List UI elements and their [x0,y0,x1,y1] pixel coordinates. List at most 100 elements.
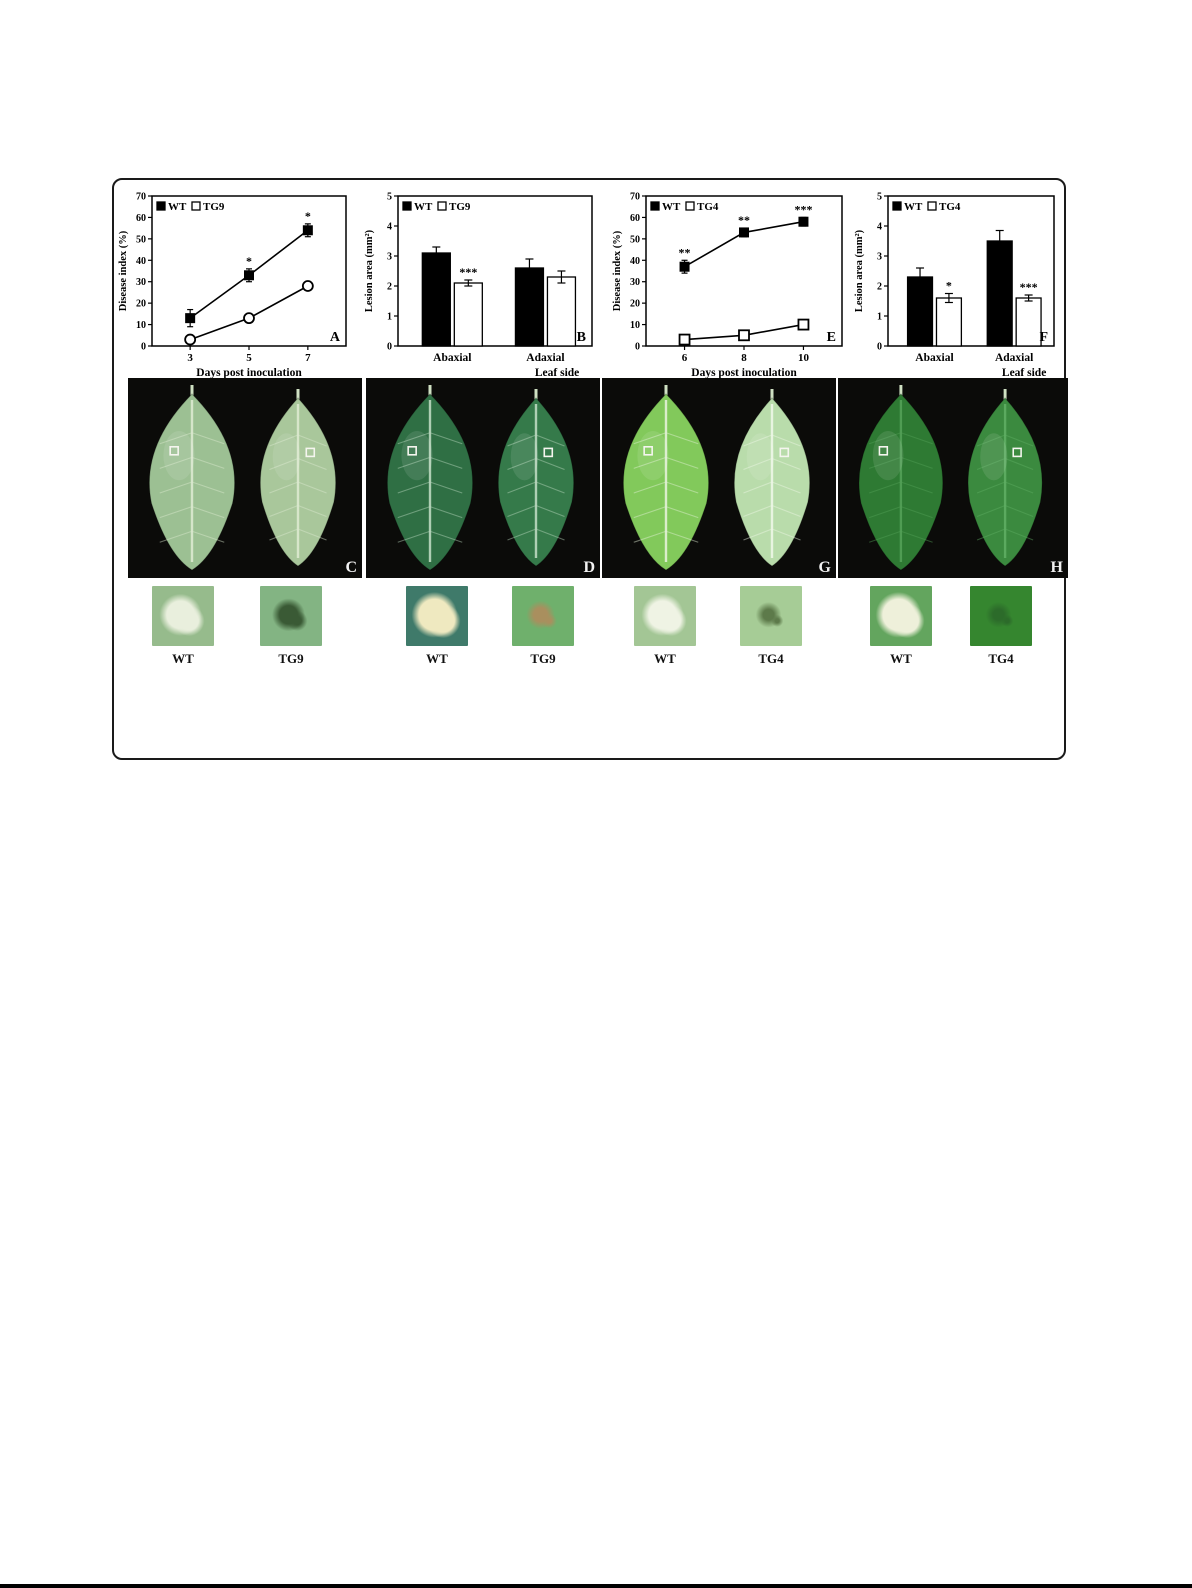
svg-text:2: 2 [387,282,392,293]
svg-text:*: * [946,279,952,293]
svg-text:30: 30 [136,277,146,288]
svg-text:*: * [305,209,311,223]
svg-text:70: 70 [136,192,146,203]
svg-text:WT: WT [662,201,681,213]
svg-text:Leaf side: Leaf side [535,367,579,379]
lesion-closeup-image [152,586,214,646]
svg-text:3: 3 [187,352,193,364]
svg-text:A: A [330,330,341,345]
chart-panel-a-disease-index-tg9: 0 10 20 30 40 50 60 70 Disease index (%) 3 5 7 Days … [116,188,354,380]
leaf-photo-image [386,385,575,571]
closeup-tile-tg9-1: TG9 [260,586,322,667]
svg-text:TG4: TG4 [939,201,961,213]
svg-text:3: 3 [387,252,392,263]
svg-text:4: 4 [387,222,392,233]
leaf-photo-panel-h: H [838,378,1068,578]
svg-text:Days post inoculation: Days post inoculation [196,367,302,379]
leaf-photo-image [858,385,1043,571]
svg-text:**: ** [679,245,691,259]
page-bottom-rule [0,1584,1192,1588]
svg-text:TG4: TG4 [697,201,719,213]
closeup-label: WT [890,651,912,666]
leaf-photo-image [622,385,811,571]
bar-chart-b: 0 1 2 3 4 5 Lesion area (mm²) Abaxial *** Adaxial… [364,192,593,379]
lesion-closeup-image [512,586,574,646]
svg-text:Lesion area (mm²): Lesion area (mm²) [854,229,865,312]
svg-text:Disease index (%): Disease index (%) [118,230,129,311]
svg-text:0: 0 [635,342,640,353]
svg-text:4: 4 [877,222,882,233]
svg-text:***: *** [459,265,477,279]
chart-panel-e-disease-index-tg4: 0 10 20 30 40 50 60 70 Disease index (%) 6 8 10 Days… [610,188,850,380]
svg-text:Lesion area (mm²): Lesion area (mm²) [364,229,375,312]
closeup-tile-tg9-2: TG9 [512,586,574,667]
closeup-label: WT [654,651,676,666]
panel-letter-h: H [1050,559,1063,576]
svg-text:*: * [246,254,252,268]
panel-letter-g: G [818,559,831,576]
closeup-tile-wt-2: WT [406,586,468,667]
svg-text:50: 50 [136,234,146,245]
lesion-closeup-image [260,586,322,646]
svg-text:Adaxial: Adaxial [526,352,564,364]
svg-text:F: F [1039,330,1048,345]
svg-text:***: *** [1020,280,1038,294]
bar-chart-f: 0 1 2 3 4 5 Lesion area (mm²) Abaxial * Adaxial **… [854,192,1055,379]
svg-text:40: 40 [136,256,146,267]
panel-letter-c: C [345,559,357,576]
svg-text:***: *** [794,202,812,216]
svg-text:20: 20 [630,299,640,310]
closeup-label: TG4 [988,651,1014,666]
closeup-tile-wt-3: WT [634,586,696,667]
svg-text:Abaxial: Abaxial [915,352,953,364]
panel-letter-d: D [583,559,595,576]
svg-text:WT: WT [904,201,923,213]
svg-text:5: 5 [877,192,882,203]
lesion-closeup-image [634,586,696,646]
svg-text:10: 10 [798,352,810,364]
lesion-closeup-image [740,586,802,646]
leaf-photo-panel-c: C [128,378,362,578]
svg-text:1: 1 [387,312,392,323]
svg-text:60: 60 [136,213,146,224]
lesion-closeup-image [870,586,932,646]
svg-text:60: 60 [630,213,640,224]
svg-text:5: 5 [246,352,252,364]
leaf-photo-panel-d: D [366,378,600,578]
closeup-tile-tg4-2: TG4 [970,586,1032,667]
svg-text:E: E [827,330,836,345]
svg-text:0: 0 [141,342,146,353]
closeup-label: TG9 [530,651,556,666]
closeup-label: TG9 [278,651,304,666]
lesion-closeup-image [970,586,1032,646]
lesion-closeup-image [406,586,468,646]
closeup-label: TG4 [758,651,784,666]
leaf-photo-image [148,385,337,571]
svg-text:40: 40 [630,256,640,267]
svg-text:WT: WT [168,201,187,213]
svg-text:7: 7 [305,352,311,364]
closeup-tile-wt-1: WT [152,586,214,667]
svg-text:10: 10 [136,320,146,331]
svg-text:Adaxial: Adaxial [995,352,1033,364]
svg-text:TG9: TG9 [203,201,225,213]
svg-text:Leaf side: Leaf side [1002,367,1046,379]
svg-text:30: 30 [630,277,640,288]
closeup-tile-wt-4: WT [870,586,932,667]
svg-text:20: 20 [136,299,146,310]
svg-text:0: 0 [877,342,882,353]
svg-text:2: 2 [877,282,882,293]
svg-text:8: 8 [741,352,747,364]
svg-text:Disease index (%): Disease index (%) [612,230,623,311]
chart-panel-f-lesion-area-tg4: 0 1 2 3 4 5 Lesion area (mm²) Abaxial * Adaxial **… [852,188,1062,380]
line-chart-a: 0 10 20 30 40 50 60 70 Disease index (%) 3 5 7Days … [118,192,347,379]
svg-text:6: 6 [682,352,688,364]
svg-text:TG9: TG9 [449,201,471,213]
closeup-label: WT [172,651,194,666]
svg-text:5: 5 [387,192,392,203]
svg-text:3: 3 [877,252,882,263]
svg-text:10: 10 [630,320,640,331]
svg-text:**: ** [738,213,750,227]
leaf-photo-panel-g: G [602,378,836,578]
